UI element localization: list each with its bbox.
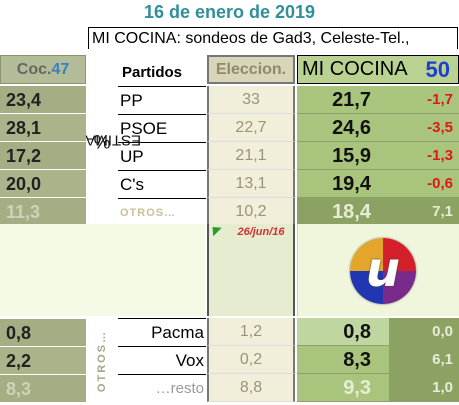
difference-value: -1,7: [389, 86, 459, 114]
election-value: 1,2: [207, 318, 295, 346]
party-name-resto: …resto: [118, 374, 206, 402]
otros-vertical-label: OTROS…: [88, 318, 116, 404]
brand-logo: u: [350, 238, 416, 304]
partidos-header: Partidos: [122, 64, 183, 81]
difference-value-otros: 7,1: [389, 198, 459, 226]
coc-value-otros: 11,3: [0, 198, 86, 226]
coc-value: 0,8: [0, 318, 86, 346]
coc-value: 23,4: [0, 86, 86, 114]
party-name-otros: OTROS…: [118, 198, 206, 226]
election-value: 0,2: [207, 346, 295, 374]
page-date: 16 de enero de 2019: [143, 2, 316, 22]
coc-header-number: 47: [51, 61, 70, 78]
election-date: 26/jun/16: [237, 226, 285, 238]
difference-value: 6,1: [389, 346, 459, 374]
party-name: Vox: [118, 346, 206, 374]
election-value: 8,8: [207, 374, 295, 402]
logo-letter: u: [365, 242, 401, 298]
coc-value: 28,1: [0, 114, 86, 142]
mi-cocina-number: 50: [425, 57, 450, 82]
difference-value: -1,3: [389, 142, 459, 170]
coc-value: 2,2: [0, 346, 86, 374]
coc-header-label: Coc.: [16, 61, 52, 78]
middle-band-left: [0, 224, 205, 316]
party-name: UP: [118, 142, 206, 170]
mi-cocina-header: MI COCINA 50: [297, 55, 459, 84]
difference-value: -0,6: [389, 170, 459, 198]
difference-value: 0,0: [389, 318, 459, 346]
party-name: C's: [118, 170, 206, 198]
election-date-strip: [207, 224, 295, 316]
difference-value: 1,0: [389, 374, 459, 402]
coc-header: Coc.47: [0, 55, 86, 84]
mi-cocina-value: 9,3: [297, 374, 389, 402]
mi-cocina-label: MI COCINA: [302, 58, 408, 80]
mi-cocina-value: 24,6: [297, 114, 389, 142]
coc-value: 20,0: [0, 170, 86, 198]
mi-cocina-value: 8,3: [297, 346, 389, 374]
election-value: 21,1: [207, 142, 295, 170]
coc-value: 8,3: [0, 374, 86, 402]
mi-cocina-value: 21,7: [297, 86, 389, 114]
mi-cocina-value-otros: 18,4: [297, 198, 389, 226]
elecciones-header: Eleccion.: [207, 55, 295, 84]
subtitle: MI COCINA: sondeos de Gad3, Celeste-Tel.…: [88, 27, 458, 49]
party-name: PSOE: [118, 114, 206, 142]
election-value: 22,7: [207, 114, 295, 142]
election-value-otros: 10,2: [207, 198, 295, 226]
mi-cocina-value: 19,4: [297, 170, 389, 198]
party-name: PP: [118, 86, 206, 114]
election-value: 33: [207, 86, 295, 114]
party-name: Pacma: [118, 318, 206, 346]
otros-vertical-text: OTROS…: [96, 329, 108, 393]
mi-cocina-value: 15,9: [297, 142, 389, 170]
coc-value: 17,2: [0, 142, 86, 170]
difference-value: -3,5: [389, 114, 459, 142]
election-value: 13,1: [207, 170, 295, 198]
estimado-vertical-label: % ESTIMADO: [63, 57, 141, 223]
mi-cocina-value: 0,8: [297, 318, 389, 346]
